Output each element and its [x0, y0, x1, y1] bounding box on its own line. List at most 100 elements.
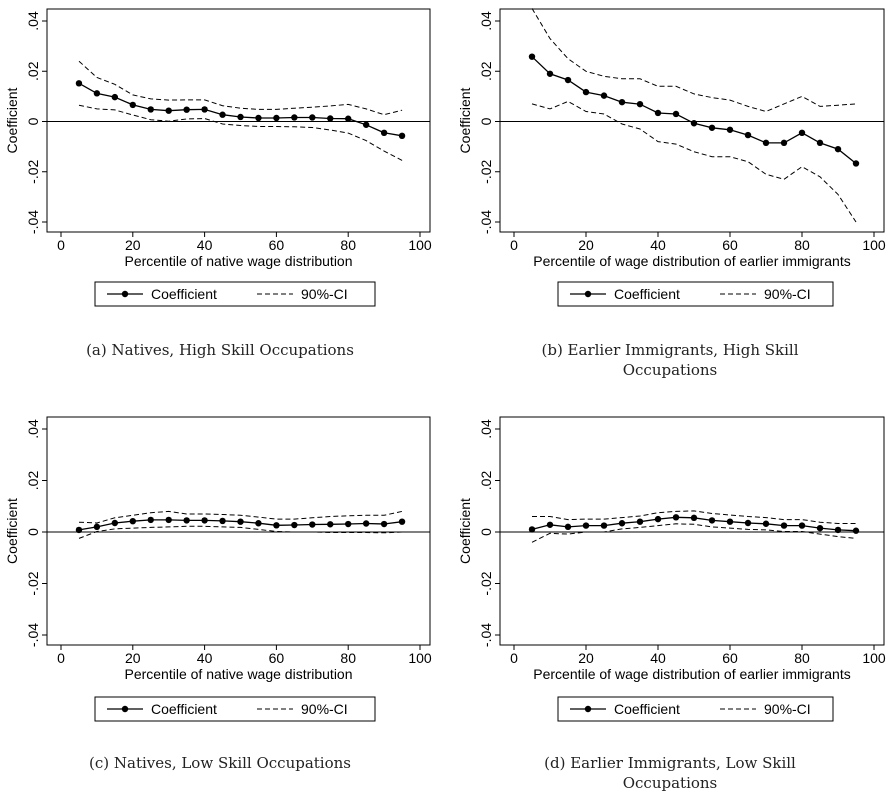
panel-caption: (c) Natives, Low Skill Occupations [89, 754, 351, 772]
coefficient-point [852, 527, 860, 534]
legend-coefficient-label: Coefficient [151, 701, 217, 717]
coefficient-point [219, 111, 226, 118]
plot-frame [46, 8, 431, 233]
coefficient-point [129, 101, 136, 109]
ci-lower-line [531, 523, 857, 543]
coefficient-point [147, 106, 154, 113]
coefficient-point [672, 110, 680, 118]
chart-panel-1: -.04 -.02 0 .02 .04 0 20 40 60 80 100 Coefficient Pe… [4, 8, 432, 359]
x-tick-label: 0 [57, 237, 65, 253]
legend: Coefficient 90%-CI [557, 281, 834, 307]
y-axis-title: Coefficient [4, 498, 20, 564]
plot-frame [499, 8, 885, 233]
plot-frame [499, 416, 885, 646]
y-tick-label: .04 [25, 11, 41, 31]
coefficient-point [398, 518, 406, 525]
y-tick-label: 0 [25, 528, 41, 536]
coefficient-point [309, 521, 316, 528]
coefficient-point [93, 523, 101, 531]
coefficient-point [362, 121, 370, 128]
coefficient-point [744, 131, 752, 139]
coefficient-point [744, 519, 752, 527]
coefficient-point [564, 76, 572, 84]
coefficient-point [546, 521, 554, 528]
coefficient-point [726, 518, 734, 525]
x-axis-title: Percentile of native wage distribution [124, 253, 352, 269]
coefficient-point [345, 115, 352, 122]
legend: Coefficient 90%-CI [94, 696, 376, 722]
ci-upper-line [78, 510, 403, 524]
legend-ci-label: 90%-CI [764, 701, 811, 717]
coefficient-point [834, 526, 842, 534]
coefficient-point [111, 93, 119, 101]
x-tick-label: 0 [510, 650, 518, 666]
x-axis-title: Percentile of native wage distribution [124, 666, 352, 682]
panel-caption-line2: Occupations [623, 361, 718, 379]
y-axis-title: Coefficient [457, 498, 473, 564]
legend: Coefficient 90%-CI [94, 281, 376, 307]
y-axis-title: Coefficient [4, 87, 20, 153]
x-tick-label: 20 [578, 237, 594, 253]
y-tick-label: 0 [478, 117, 494, 125]
x-tick-label: 0 [57, 650, 65, 666]
y-tick-label: -.02 [25, 571, 41, 595]
x-tick-label: 0 [510, 237, 518, 253]
y-tick-label: -.02 [478, 159, 494, 183]
coefficient-point [852, 160, 860, 167]
legend: Coefficient 90%-CI [557, 696, 834, 722]
coefficient-point [564, 523, 572, 531]
y-tick-label: -.04 [478, 210, 494, 234]
coefficient-point [273, 114, 280, 122]
legend-coefficient-marker [584, 290, 592, 298]
panel-caption: (a) Natives, High Skill Occupations [86, 341, 354, 359]
legend-ci-label: 90%-CI [764, 286, 811, 302]
x-tick-label: 60 [722, 650, 738, 666]
coefficient-point [398, 132, 406, 140]
coefficient-point [798, 129, 806, 137]
x-tick-label: 40 [197, 237, 213, 253]
x-tick-label: 60 [722, 237, 738, 253]
x-tick-label: 80 [794, 237, 810, 253]
coefficient-point [309, 114, 316, 121]
coefficient-point [183, 517, 190, 524]
legend-coefficient-marker [584, 705, 592, 713]
y-tick-label: .04 [25, 419, 41, 439]
x-tick-label: 100 [862, 650, 886, 666]
coefficient-point [273, 522, 280, 529]
x-tick-label: 40 [650, 237, 666, 253]
x-tick-label: 40 [650, 650, 666, 666]
coefficient-point [111, 519, 119, 527]
x-tick-label: 20 [125, 237, 141, 253]
coefficient-point [834, 145, 842, 153]
coefficient-point [237, 518, 244, 525]
panel-caption-line2: Occupations [623, 774, 718, 792]
x-tick-label: 80 [340, 237, 356, 253]
ci-upper-line [78, 60, 403, 116]
y-tick-label: 0 [478, 528, 494, 536]
coefficient-point [690, 120, 698, 127]
coefficient-point [762, 520, 770, 527]
coefficient-point [219, 517, 226, 525]
x-tick-label: 20 [125, 650, 141, 666]
y-tick-label: -.02 [478, 571, 494, 595]
coefficient-point [291, 521, 298, 529]
coefficient-point [327, 521, 334, 528]
ci-lower-line [78, 525, 403, 539]
coefficient-point [762, 139, 770, 147]
coefficient-point [528, 53, 536, 60]
coefficient-point [600, 522, 608, 529]
x-tick-label: 40 [197, 650, 213, 666]
ci-upper-line [532, 510, 856, 524]
legend-ci-label: 90%-CI [301, 701, 348, 717]
legend-coefficient-label: Coefficient [614, 701, 680, 717]
x-tick-label: 20 [578, 650, 594, 666]
coefficient-point [237, 113, 244, 121]
coefficient-point [618, 520, 626, 527]
chart-panel-4: -.04 -.02 0 .02 .04 0 20 40 60 80 100 Coefficient Pe… [457, 416, 886, 792]
legend-ci-label: 90%-CI [301, 286, 348, 302]
coefficient-point [528, 526, 536, 533]
coefficient-point [600, 92, 608, 99]
coefficient-point [129, 517, 136, 525]
x-tick-label: 60 [269, 650, 285, 666]
